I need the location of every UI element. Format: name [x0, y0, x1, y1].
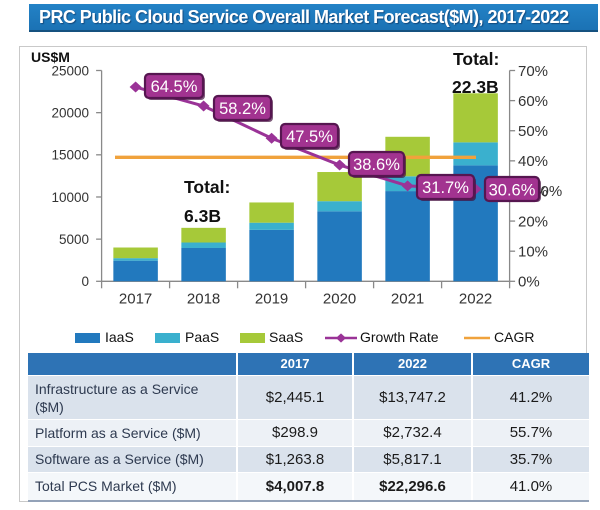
svg-text:30.6%: 30.6% — [489, 181, 536, 199]
svg-text:0%: 0% — [541, 183, 563, 200]
svg-text:2017: 2017 — [119, 291, 152, 308]
svg-text:58.2%: 58.2% — [219, 100, 266, 118]
svg-text:CAGR: CAGR — [494, 329, 534, 345]
svg-text:Growth Rate: Growth Rate — [360, 329, 439, 345]
svg-text:20000: 20000 — [51, 105, 89, 120]
svg-text:PaaS: PaaS — [185, 329, 219, 345]
svg-text:20%: 20% — [518, 213, 548, 230]
svg-text:70%: 70% — [518, 63, 548, 80]
svg-text:60%: 60% — [518, 93, 548, 110]
svg-text:2020: 2020 — [323, 291, 356, 308]
svg-text:SaaS: SaaS — [269, 329, 303, 345]
svg-text:2019: 2019 — [255, 291, 288, 308]
svg-text:6.3B: 6.3B — [184, 206, 221, 226]
svg-text:0: 0 — [81, 274, 89, 289]
svg-text:64.5%: 64.5% — [151, 78, 198, 96]
svg-text:IaaS: IaaS — [105, 329, 134, 345]
svg-text:40%: 40% — [518, 153, 548, 170]
svg-text:25000: 25000 — [51, 63, 89, 78]
svg-text:47.5%: 47.5% — [286, 128, 333, 146]
svg-text:10000: 10000 — [51, 190, 89, 205]
svg-text:2022: 2022 — [459, 291, 492, 308]
svg-text:38.6%: 38.6% — [353, 156, 400, 174]
svg-text:10%: 10% — [518, 243, 548, 260]
svg-text:0%: 0% — [518, 274, 540, 291]
svg-text:Total:: Total: — [184, 177, 230, 197]
svg-text:15000: 15000 — [51, 148, 89, 163]
svg-text:31.7%: 31.7% — [422, 179, 469, 197]
svg-text:2018: 2018 — [187, 291, 220, 308]
svg-text:5000: 5000 — [59, 232, 89, 247]
svg-text:Total:: Total: — [453, 49, 499, 69]
svg-text:22.3B: 22.3B — [452, 77, 499, 97]
svg-text:50%: 50% — [518, 123, 548, 140]
svg-text:2021: 2021 — [391, 291, 424, 308]
